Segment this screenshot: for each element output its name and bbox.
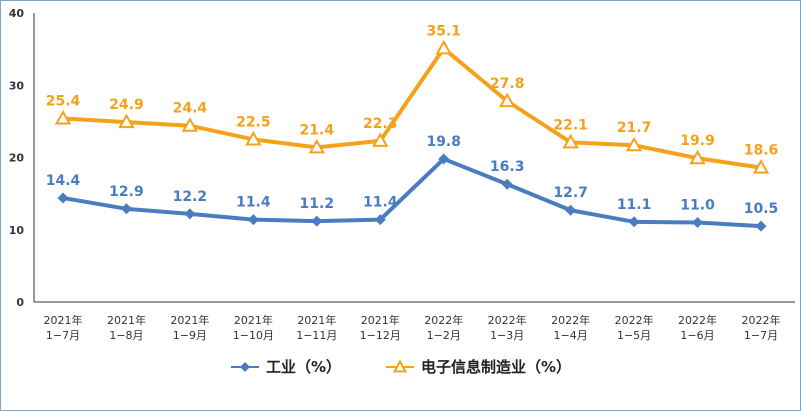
data-label: 35.1 [426, 23, 461, 39]
data-label: 12.7 [553, 185, 588, 201]
data-point-triangle [435, 39, 452, 55]
data-label: 16.3 [490, 159, 525, 175]
data-label: 11.4 [363, 195, 398, 211]
x-tick-label: 2022年 1−3月 [488, 313, 527, 342]
x-tick-label: 2022年 1−2月 [424, 313, 463, 342]
legend-label-electronics: 电子信息制造业（%） [421, 358, 572, 376]
data-point-triangle [118, 113, 135, 129]
data-point-triangle [562, 133, 579, 149]
data-label: 25.4 [46, 93, 81, 109]
y-tick-label: 0 [16, 296, 24, 309]
data-point-diamond [120, 203, 132, 215]
data-point-triangle [181, 117, 199, 132]
series-line-1 [62, 46, 762, 170]
data-point-triangle [625, 136, 643, 152]
x-tick-label: 2021年 1−9月 [170, 313, 209, 342]
data-label: 10.5 [744, 201, 779, 217]
data-label: 11.0 [680, 198, 715, 214]
data-label: 21.7 [617, 120, 652, 136]
data-point-triangle [752, 159, 770, 174]
data-point-diamond [755, 220, 767, 232]
data-label: 24.9 [109, 97, 144, 113]
data-label: 18.6 [744, 143, 779, 159]
data-label: 22.1 [553, 117, 588, 133]
x-tick-label: 2021年 1−7月 [44, 313, 83, 342]
data-point-diamond [184, 208, 196, 220]
data-label: 24.4 [173, 101, 208, 117]
x-tick-label: 2022年 1−6月 [678, 313, 717, 342]
x-tick-label: 2021年 1−11月 [296, 313, 337, 342]
y-tick-label: 30 [9, 79, 25, 92]
y-tick-label: 40 [9, 7, 25, 20]
series-line-0 [62, 156, 762, 229]
data-point-diamond [692, 217, 704, 229]
data-label: 22.5 [236, 114, 271, 130]
data-point-diamond [311, 215, 323, 227]
data-label: 27.8 [490, 76, 525, 92]
data-label: 11.2 [300, 196, 335, 212]
legend-label-industry: 工业（%） [265, 358, 341, 376]
data-label: 22.3 [363, 116, 398, 132]
data-point-triangle [54, 109, 72, 125]
data-label: 12.2 [173, 189, 208, 205]
data-point-triangle [689, 149, 706, 165]
data-point-triangle [245, 130, 262, 146]
data-point-diamond [501, 178, 513, 190]
x-tick-label: 2022年 1−4月 [551, 313, 590, 342]
y-tick-label: 10 [9, 224, 25, 237]
y-tick-label: 20 [9, 152, 25, 165]
legend-item-electronics: 电子信息制造业（%） [385, 356, 571, 377]
data-point-triangle [498, 92, 516, 108]
data-point-triangle [308, 138, 326, 154]
x-tick-label: 2021年 1−12月 [360, 313, 401, 342]
data-point-diamond [57, 192, 69, 204]
legend: 工业（%） 电子信息制造业（%） [0, 356, 801, 377]
data-point-diamond [628, 216, 640, 228]
x-tick-label: 2021年 1−8月 [107, 313, 146, 342]
data-label: 19.9 [680, 133, 715, 149]
data-label: 14.4 [46, 173, 81, 189]
legend-diamond-marker-icon [230, 361, 259, 372]
data-point-diamond [565, 204, 577, 216]
legend-triangle-marker-icon [386, 359, 414, 372]
data-point-diamond [247, 214, 259, 226]
data-point-diamond [438, 153, 450, 165]
data-point-diamond [374, 214, 386, 226]
x-tick-label: 2022年 1−7月 [742, 313, 781, 342]
legend-item-industry: 工业（%） [230, 356, 341, 377]
data-label: 19.8 [426, 134, 461, 150]
x-tick-label: 2022年 1−5月 [615, 313, 654, 342]
data-label: 12.9 [109, 184, 144, 200]
x-tick-label: 2021年 1−10月 [233, 313, 274, 342]
data-label: 11.1 [617, 197, 652, 213]
data-point-triangle [372, 132, 389, 147]
data-label: 11.4 [236, 195, 271, 211]
data-label: 21.4 [300, 122, 335, 138]
